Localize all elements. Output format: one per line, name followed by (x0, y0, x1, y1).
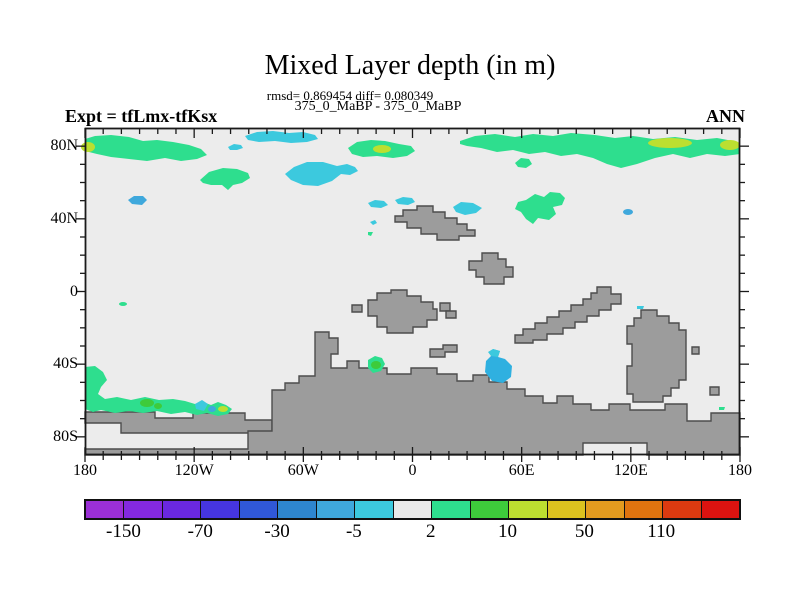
anomaly-patch (488, 349, 500, 357)
colorbar (84, 499, 741, 520)
anomaly-patch (370, 220, 377, 225)
anomaly-patch (140, 399, 154, 407)
colorbar-cell (586, 501, 625, 518)
land-polygon (394, 205, 476, 241)
colorbar-cell (624, 501, 664, 518)
x-axis-label: 120W (174, 462, 214, 479)
colorbar-cell (86, 501, 125, 518)
colorbar-cell (701, 501, 739, 518)
experiment-label: Expt = tfLmx-tfKsx (65, 106, 218, 126)
anomaly-patch (648, 138, 692, 148)
anomaly-patch (154, 403, 162, 409)
anomaly-patch (368, 200, 388, 208)
anomaly-patch (128, 196, 147, 205)
land-polygon (709, 386, 720, 396)
colorbar-cell (124, 501, 163, 518)
anomaly-patch (395, 197, 415, 205)
colorbar-label: 10 (498, 521, 518, 542)
x-axis-label: 180 (728, 462, 752, 479)
colorbar-label: -70 (187, 521, 213, 542)
anomaly-patch (85, 135, 207, 161)
anomaly-patch (85, 366, 232, 416)
anomaly-patch (119, 302, 127, 306)
y-axis-label: 0 (70, 282, 78, 300)
colorbar-label: -150 (105, 521, 141, 542)
plot-title: Mixed Layer depth (in m) (264, 50, 556, 81)
land-polygon (445, 310, 457, 319)
y-axis-label: 80N (50, 137, 78, 155)
land-polygon (691, 346, 700, 355)
x-axis-label: 180 (73, 462, 97, 479)
anomaly-patch (637, 306, 644, 309)
colorbar-cell (162, 501, 202, 518)
colorbar-cell (239, 501, 279, 518)
colorbar-cell (509, 501, 548, 518)
colorbar-label: 110 (647, 521, 676, 542)
land-polygon (468, 252, 514, 285)
x-axis-label: 60E (508, 462, 535, 479)
anomaly-patch (623, 209, 633, 215)
x-axis-label: 0 (408, 462, 417, 479)
anomaly-patch (373, 145, 391, 153)
land-polygon (429, 344, 458, 358)
colorbar-cell (316, 501, 356, 518)
colorbar-cell (547, 501, 587, 518)
season-label: ANN (706, 106, 745, 126)
anomaly-patch (371, 361, 381, 369)
colorbar-cell (470, 501, 510, 518)
anomaly-patch (515, 192, 565, 224)
colorbar-cell (432, 501, 471, 518)
anomaly-patch (368, 232, 373, 236)
colorbar-label: 2 (425, 521, 436, 542)
x-axis-label: 60W (287, 462, 319, 479)
land-polygon (439, 302, 451, 312)
stats-line: rmsd= 0.869454 diff= 0.080349 (266, 88, 434, 103)
colorbar-label: -5 (345, 521, 362, 542)
anomaly-patch (208, 406, 216, 412)
anomaly-patch (720, 140, 740, 150)
anomaly-patch (453, 202, 482, 215)
anomaly-patch (599, 151, 605, 155)
anomaly-patch (81, 142, 95, 152)
experiment-pair-line: 375_0_MaBP - 375_0_MaBP (294, 99, 462, 114)
anomaly-patch (200, 168, 250, 190)
anomaly-patch (285, 162, 358, 186)
colorbar-cell (393, 501, 433, 518)
colorbar-label: 50 (574, 521, 594, 542)
anomaly-patch (245, 131, 318, 143)
colorbar-label: -30 (264, 521, 290, 542)
land-polygon (626, 309, 687, 403)
land-polygon (514, 286, 622, 344)
colorbar-cell (663, 501, 702, 518)
map-canvas (76, 127, 749, 462)
x-axis-label: 120E (613, 462, 648, 479)
colorbar-cell (355, 501, 394, 518)
land-polygon (367, 289, 438, 334)
y-axis-label: 40S (53, 355, 78, 373)
y-axis-label: 80S (53, 427, 78, 445)
anomaly-patch (228, 144, 243, 150)
anomaly-patch (485, 349, 512, 383)
anomaly-patch (195, 400, 208, 411)
anomaly-patch (719, 407, 725, 410)
anomaly-patch (515, 158, 532, 168)
land-polygon (84, 411, 273, 434)
land-polygon (351, 304, 363, 313)
anomaly-patch (218, 406, 228, 412)
colorbar-cell (201, 501, 240, 518)
y-axis-label: 40N (50, 209, 78, 227)
colorbar-cell (278, 501, 317, 518)
